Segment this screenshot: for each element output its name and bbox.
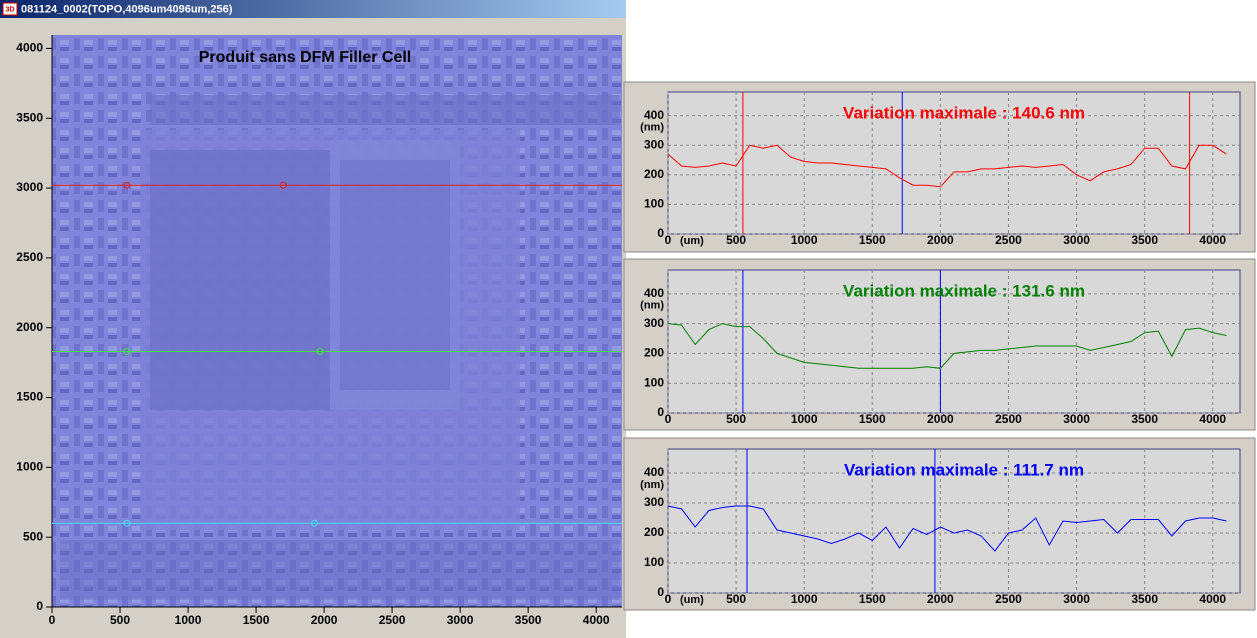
profile-marker[interactable] [316, 347, 324, 355]
y-tick-label: 0 [657, 405, 664, 419]
x-tick-label: 2500 [995, 592, 1022, 606]
y-axis-label: (nm) [640, 300, 664, 312]
y-tick-label: 100 [644, 375, 664, 389]
y-tick-label: 300 [644, 495, 664, 509]
x-tick-label: 2500 [995, 233, 1022, 247]
x-tick-label: 0 [665, 233, 672, 247]
scan-region [150, 150, 330, 410]
x-tick-label: 1000 [175, 613, 202, 627]
annotation: Variation maximale : 131.6 nm [843, 281, 1085, 300]
y-tick-label: 4000 [16, 41, 43, 55]
profile-line [667, 505, 1227, 552]
scan-image [52, 35, 622, 607]
y-tick-label: 1000 [16, 460, 43, 474]
annotation: Variation maximale : 140.6 nm [843, 103, 1085, 122]
title-bar[interactable] [0, 0, 626, 18]
y-tick-label: 2000 [16, 320, 43, 334]
x-tick-label: 1500 [243, 613, 270, 627]
window-title: 081124_0002(TOPO,4096um4096um,256) [21, 3, 233, 15]
x-tick-label: 3500 [1131, 592, 1158, 606]
x-tick-label: 3500 [1131, 233, 1158, 247]
x-tick-label: 1500 [859, 233, 886, 247]
x-tick-label: 2000 [927, 412, 954, 426]
x-tick-label: 2500 [995, 412, 1022, 426]
profile-line [667, 323, 1227, 369]
x-axis-label: (um) [680, 594, 704, 606]
y-axis-label: (nm) [640, 479, 664, 491]
y-tick-label: 3000 [16, 180, 43, 194]
x-tick-label: 4000 [1199, 592, 1226, 606]
x-tick-label: 3500 [1131, 412, 1158, 426]
x-tick-label: 2000 [311, 613, 338, 627]
y-tick-label: 3500 [16, 110, 43, 124]
x-tick-label: 500 [726, 233, 746, 247]
y-tick-label: 1500 [16, 390, 43, 404]
y-tick-label: 400 [644, 465, 664, 479]
y-tick-label: 200 [644, 525, 664, 539]
x-tick-label: 0 [49, 613, 56, 627]
x-tick-label: 0 [665, 412, 672, 426]
x-tick-label: 3000 [1063, 592, 1090, 606]
y-tick-label: 300 [644, 137, 664, 151]
scan-region [60, 540, 620, 600]
x-tick-label: 3500 [515, 613, 542, 627]
x-tick-label: 500 [726, 592, 746, 606]
y-tick-label: 300 [644, 316, 664, 330]
x-tick-label: 4000 [1199, 233, 1226, 247]
x-tick-label: 0 [665, 592, 672, 606]
y-tick-label: 200 [644, 167, 664, 181]
y-tick-label: 100 [644, 555, 664, 569]
y-tick-label: 200 [644, 346, 664, 360]
x-tick-label: 2000 [927, 592, 954, 606]
x-tick-label: 3000 [1063, 233, 1090, 247]
y-tick-label: 0 [657, 585, 664, 599]
y-tick-label: 400 [644, 286, 664, 300]
x-tick-label: 1000 [791, 412, 818, 426]
x-tick-label: 3000 [1063, 412, 1090, 426]
x-tick-label: 1500 [859, 592, 886, 606]
x-tick-label: 1000 [791, 592, 818, 606]
x-tick-label: 4000 [583, 613, 610, 627]
x-tick-label: 500 [110, 613, 130, 627]
profile-marker[interactable] [279, 181, 287, 189]
scan-region [340, 160, 450, 390]
profile-marker[interactable] [123, 181, 131, 189]
x-tick-label: 3000 [447, 613, 474, 627]
profile-marker[interactable] [123, 347, 131, 355]
x-tick-label: 500 [726, 412, 746, 426]
window-icon [2, 2, 18, 16]
y-tick-label: 0 [36, 599, 43, 613]
y-tick-label: 400 [644, 108, 664, 122]
x-tick-label: 1500 [859, 412, 886, 426]
profile-line [667, 144, 1227, 188]
profile-marker[interactable] [311, 519, 319, 527]
y-tick-label: 500 [23, 529, 43, 543]
x-tick-label: 2500 [379, 613, 406, 627]
y-tick-label: 0 [657, 226, 664, 240]
profile-marker[interactable] [123, 519, 131, 527]
chart-title: Produit sans DFM Filler Cell [199, 49, 411, 66]
x-tick-label: 4000 [1199, 412, 1226, 426]
y-axis-label: (nm) [640, 122, 664, 134]
window-icon-text: 3D [6, 6, 15, 13]
x-tick-label: 1000 [791, 233, 818, 247]
y-tick-label: 2500 [16, 250, 43, 264]
x-tick-label: 2000 [927, 233, 954, 247]
annotation: Variation maximale : 111.7 nm [844, 460, 1084, 479]
x-axis-label: (um) [680, 235, 704, 247]
y-tick-label: 100 [644, 197, 664, 211]
scan-region [150, 95, 620, 125]
